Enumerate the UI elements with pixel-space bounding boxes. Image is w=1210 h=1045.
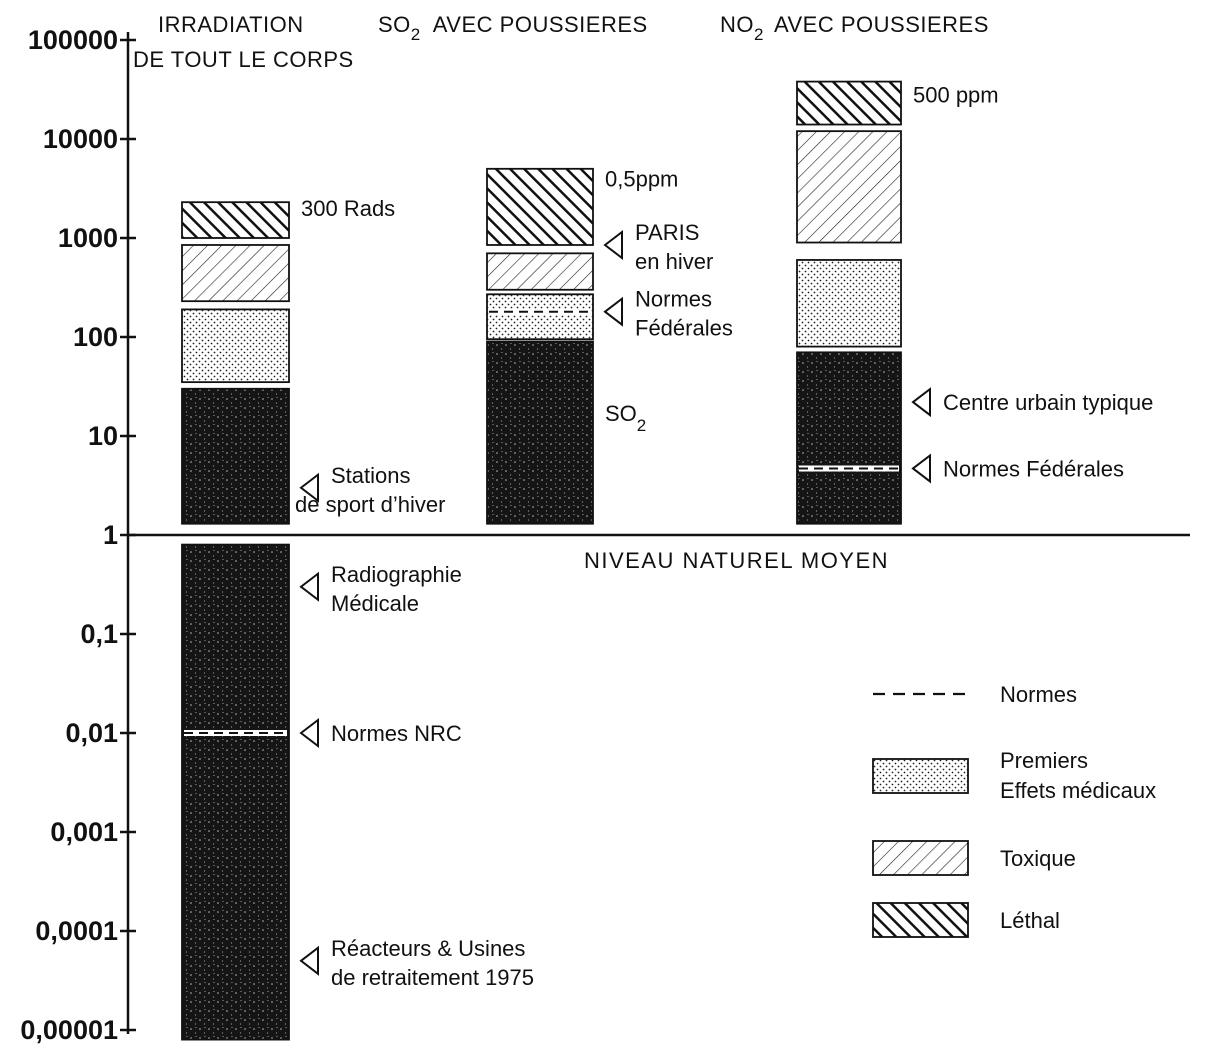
annotation-col3-1: Centre urbain typique — [943, 390, 1153, 415]
bars — [181, 80, 902, 1041]
bar-col2-lethal-0 — [486, 167, 594, 246]
pointer-arrow-col1-3 — [299, 717, 319, 749]
bar-col1-background-4 — [181, 543, 290, 1041]
legend-label-toxic: Toxique — [1000, 846, 1076, 871]
y-tick-label: 100000 — [28, 25, 118, 55]
pointer-arrow-col1-4 — [299, 945, 319, 976]
y-tick-label: 10000 — [43, 124, 118, 154]
annotation-col2-1-line1: PARIS — [635, 220, 699, 245]
pointer-arrow-col1-2 — [299, 571, 319, 602]
legend-swatch-first_effects — [872, 758, 969, 794]
y-tick-label: 10 — [88, 421, 118, 451]
baseline: NIVEAU NATUREL MOYEN — [128, 533, 1190, 573]
annotation-col1-0: 300 Rads — [301, 196, 395, 221]
y-tick-label: 0,00001 — [20, 1015, 118, 1045]
bar-col1-toxic-1 — [181, 244, 290, 303]
pointer-arrow-col1-1 — [299, 472, 319, 503]
y-tick-label: 100 — [73, 322, 118, 352]
annotation-col1-2-line2: Médicale — [331, 591, 419, 616]
bar-col3-background-3 — [796, 351, 902, 525]
bar-col2-background-3 — [486, 340, 594, 525]
annotation-col3-0: 500 ppm — [913, 83, 999, 108]
legend: Normes Premiers Effets médicaux Toxique Léth… — [872, 682, 1156, 938]
legend-label-norms: Normes — [1000, 682, 1077, 707]
bar-col2-first_effects-2 — [486, 293, 594, 341]
pointer-arrow-col3-1 — [911, 387, 931, 418]
annotation-col1-1-line1: Stations — [331, 463, 411, 488]
legend-label-lethal: Léthal — [1000, 908, 1060, 933]
baseline-label: NIVEAU NATUREL MOYEN — [584, 548, 889, 573]
y-tick-label: 1 — [103, 520, 118, 550]
annotation-col2-2-line2: Fédérales — [635, 316, 733, 341]
y-tick-label: 0,1 — [80, 619, 118, 649]
annotation-col3-2: Normes Fédérales — [943, 456, 1124, 481]
bar-col1-lethal-0 — [181, 201, 290, 239]
annotation-col1-3: Normes NRC — [331, 721, 462, 746]
y-tick-label: 1000 — [58, 223, 118, 253]
y-axis: 100000 10000 1000 100 10 1 0,1 0,01 0,001 0,0001 0… — [20, 25, 136, 1045]
annotation-col1-1-line2: de sport d’hiver — [295, 492, 445, 517]
y-tick-label: 0,01 — [65, 718, 118, 748]
bar-col1-background-3 — [181, 387, 290, 525]
pointer-arrow-col2-1 — [603, 229, 623, 261]
heading-col2: SO2 AVEC POUSSIERES — [378, 12, 648, 44]
annotation-col2-0: 0,5ppm — [605, 166, 678, 191]
annotation-col1-2-line1: Radiographie — [331, 562, 462, 587]
annotation-col2-2-line1: Normes — [635, 287, 712, 312]
legend-swatch-lethal — [872, 902, 969, 938]
annotation-col2-3: SO2 — [605, 401, 646, 435]
legend-swatch-toxic — [872, 840, 969, 876]
y-tick-label: 0,001 — [50, 817, 118, 847]
annotation-col2-1-line2: en hiver — [635, 249, 713, 274]
pointer-arrow-col3-2 — [911, 453, 931, 484]
bar-col3-toxic-1 — [796, 130, 902, 244]
bar-col3-first_effects-2 — [796, 259, 902, 348]
bar-col1-first_effects-2 — [181, 308, 290, 384]
annotation-col1-4-line2: de retraitement 1975 — [331, 965, 534, 990]
pointer-arrow-col2-2 — [603, 296, 623, 327]
legend-label-first_effects-line1: Premiers — [1000, 748, 1088, 773]
annotations: 300 Rads Stations de sport d’hiver Radiogra… — [295, 83, 1153, 990]
column-headings: IRRADIATION DE TOUT LE CORPS SO2 AVEC POUSS… — [133, 12, 989, 72]
heading-col1-line2: DE TOUT LE CORPS — [133, 47, 354, 72]
annotation-col1-4-line1: Réacteurs & Usines — [331, 936, 525, 961]
y-tick-label: 0,0001 — [35, 916, 118, 946]
heading-col1-line1: IRRADIATION — [158, 12, 304, 37]
heading-col3: NO2 AVEC POUSSIERES — [720, 12, 989, 44]
bar-col2-toxic-1 — [486, 252, 594, 291]
legend-label-first_effects-line2: Effets médicaux — [1000, 778, 1156, 803]
bar-col3-lethal-0 — [796, 80, 902, 126]
